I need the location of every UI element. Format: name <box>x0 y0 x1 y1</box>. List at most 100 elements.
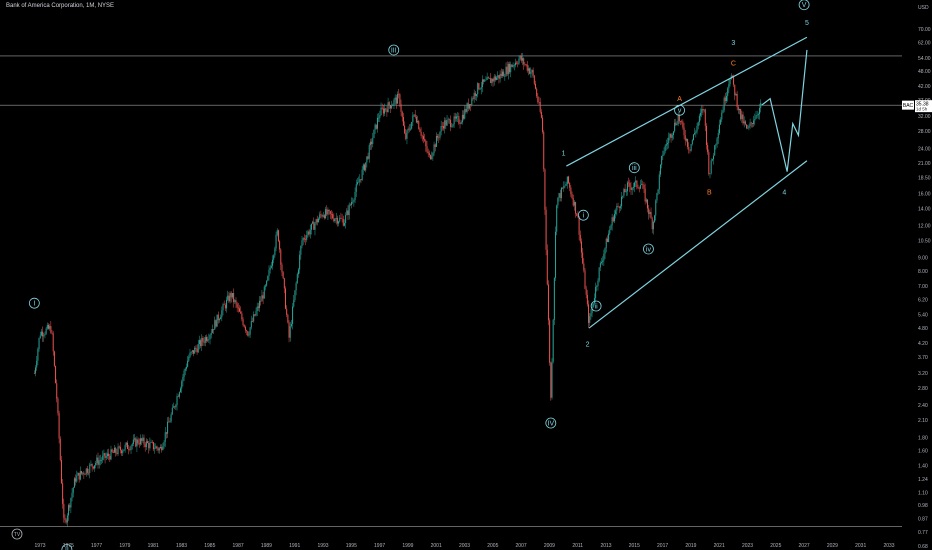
candle-body <box>683 127 685 136</box>
candle-body <box>420 131 422 136</box>
candle-body <box>498 75 500 79</box>
candle-body <box>609 229 611 234</box>
candle-body <box>318 218 320 223</box>
candle-body <box>692 134 694 141</box>
candle-body <box>408 128 410 130</box>
candle-body <box>670 133 672 138</box>
candle-body <box>77 472 79 476</box>
candle-body <box>473 92 475 100</box>
candles-layer <box>33 52 762 527</box>
candle-body <box>47 324 49 329</box>
x-axis[interactable]: 1973 1975 1977 1979 1981 1983 1985 1987 1989 1991… <box>34 543 894 549</box>
candle-body <box>342 219 344 226</box>
y-tick-label: 1.40 <box>918 463 928 469</box>
candle-body <box>220 317 222 320</box>
symbol-text: BAC <box>903 103 914 109</box>
x-tick-label: 2025 <box>770 543 781 549</box>
y-tick-label: 14.00 <box>918 206 931 212</box>
candle-body <box>406 130 408 139</box>
candle-body <box>411 121 413 129</box>
candle-body <box>92 466 94 469</box>
y-tick-label: 6.20 <box>918 297 928 303</box>
x-tick-label: 1995 <box>346 543 357 549</box>
candle-body <box>613 214 615 222</box>
candle-body <box>154 448 156 450</box>
candle-body <box>689 149 691 151</box>
candle-body <box>368 145 370 159</box>
candle-body <box>376 117 378 129</box>
candle-body <box>596 285 598 287</box>
candle-body <box>432 152 434 157</box>
candle-body <box>129 449 131 450</box>
x-tick-label: 1977 <box>91 543 102 549</box>
y-axis[interactable]: USD70.0062.0054.0048.0042.0037.0032.0028… <box>918 5 931 550</box>
x-tick-label: 1981 <box>148 543 159 549</box>
candle-body <box>716 138 718 145</box>
candle-body <box>516 62 518 64</box>
candle-body <box>437 136 439 138</box>
candle-body <box>296 274 298 284</box>
candle-body <box>301 240 303 247</box>
candle-body <box>542 117 544 132</box>
candle-body <box>257 306 259 308</box>
wave-label-circle <box>798 0 810 11</box>
wave-label: iii <box>632 165 637 172</box>
candle-body <box>681 121 683 122</box>
candle-body <box>563 185 565 189</box>
candle-body <box>447 119 449 121</box>
candle-body <box>264 285 266 287</box>
candle-body <box>353 199 355 202</box>
candle-body <box>675 122 677 125</box>
candle-body <box>253 314 255 322</box>
candle-body <box>148 443 150 449</box>
candle-body <box>460 122 462 124</box>
candle-body <box>45 328 47 334</box>
candle-body <box>44 333 46 336</box>
candle-body <box>295 283 297 291</box>
candle-body <box>130 446 132 450</box>
candle-body <box>365 162 367 171</box>
candle-body <box>636 180 638 188</box>
candle-body <box>90 463 92 465</box>
candle-body <box>427 151 429 154</box>
candle-body <box>629 182 631 187</box>
candle-body <box>272 259 274 266</box>
candle-body <box>119 446 121 451</box>
y-tick-label: 4.80 <box>918 326 928 332</box>
candle-body <box>336 217 338 224</box>
candle-body <box>490 78 492 84</box>
candle-body <box>274 248 276 256</box>
candle-body <box>438 137 440 139</box>
wave-label: 3 <box>731 40 735 47</box>
projection-path <box>761 49 808 172</box>
candle-body <box>632 186 634 188</box>
candle-body <box>698 115 700 123</box>
horizontal-levels <box>0 55 902 527</box>
candle-body <box>234 300 236 303</box>
candle-body <box>592 303 594 308</box>
y-tick-label: 16.00 <box>918 192 931 198</box>
candle-body <box>275 234 277 249</box>
candle-body <box>466 103 468 112</box>
candle-body <box>372 138 374 145</box>
candle-body <box>402 117 404 126</box>
candle-body <box>500 73 502 76</box>
candle-body <box>657 189 659 194</box>
candle-body <box>249 327 251 335</box>
candle-body <box>446 120 448 126</box>
candle-body <box>356 182 358 185</box>
candle-body <box>244 326 246 331</box>
candle-body <box>604 247 606 254</box>
candle-body <box>163 441 165 447</box>
candle-body <box>38 338 40 349</box>
candle-body <box>236 303 238 308</box>
candle-body <box>65 520 67 523</box>
candle-body <box>760 102 762 109</box>
candle-body <box>690 144 692 151</box>
candle-body <box>757 114 759 116</box>
y-tick-label: 42.00 <box>918 84 931 90</box>
candle-body <box>251 321 253 322</box>
candle-body <box>46 324 48 329</box>
candle-body <box>151 441 153 443</box>
